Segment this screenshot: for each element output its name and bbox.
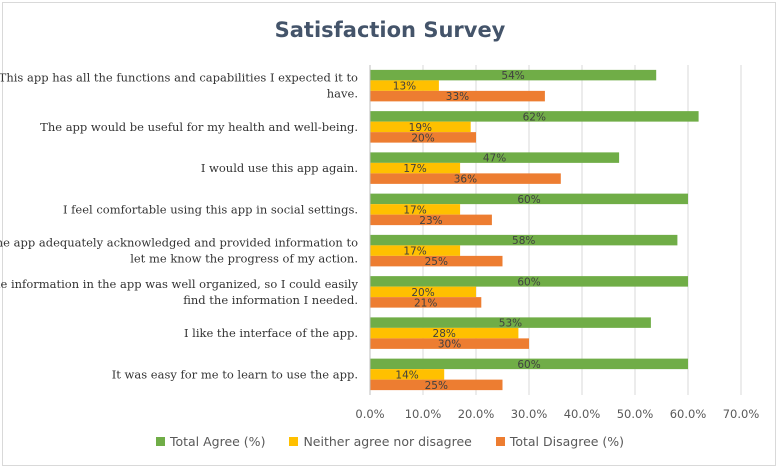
x-tick-label: 60.0% — [670, 407, 707, 421]
bar — [370, 152, 620, 163]
category-label: The app would be useful for my health an… — [40, 120, 358, 134]
data-label: 47% — [483, 153, 506, 165]
data-label: 60% — [517, 276, 540, 288]
bar — [370, 90, 545, 102]
legend-swatch-disagree — [495, 437, 505, 446]
bar — [370, 369, 445, 380]
data-label: 23% — [419, 215, 442, 227]
category-label: I would use this app again. — [201, 161, 358, 175]
data-label: 60% — [517, 194, 540, 206]
legend-swatch-neither — [289, 437, 299, 446]
category-label: The information in the app was well orga… — [0, 277, 358, 307]
category-label: It was easy for me to learn to use the a… — [112, 367, 358, 381]
legend-label-agree: Total Agree (%) — [169, 434, 266, 449]
x-tick-label: 0.0% — [355, 407, 384, 421]
bar — [370, 338, 529, 349]
x-tick-label: 20.0% — [458, 407, 495, 421]
bar — [370, 69, 657, 81]
bar — [370, 379, 503, 391]
data-label: 28% — [433, 328, 456, 340]
category-label-line: have. — [327, 87, 358, 101]
x-tick-label: 30.0% — [511, 407, 548, 421]
category-label-line: The app adequately acknowledged and prov… — [0, 236, 358, 250]
legend-item-neither: Neither agree nor disagree — [289, 434, 472, 449]
category-label-line: The information in the app was well orga… — [0, 277, 358, 291]
legend: Total Agree (%) Neither agree nor disagr… — [0, 434, 780, 449]
bar — [370, 193, 688, 205]
bar — [370, 132, 476, 143]
data-label: 30% — [438, 339, 461, 351]
data-label: 54% — [501, 70, 524, 82]
legend-swatch-agree — [155, 437, 165, 446]
chart-title: Satisfaction Survey — [274, 18, 506, 42]
bar — [370, 245, 461, 256]
data-label: 53% — [499, 318, 522, 330]
bar — [370, 317, 651, 328]
bar — [370, 276, 688, 287]
bar — [370, 80, 439, 91]
data-label: 21% — [414, 297, 437, 309]
legend-label-disagree: Total Disagree (%) — [509, 434, 625, 449]
bar — [370, 286, 476, 298]
data-label: 36% — [454, 174, 477, 186]
data-label: 62% — [523, 111, 546, 123]
x-tick-label: 50.0% — [617, 407, 654, 421]
category-label-line: This app has all the functions and capab… — [0, 71, 358, 85]
bar — [370, 121, 471, 133]
legend-item-disagree: Total Disagree (%) — [495, 434, 625, 449]
bar — [370, 173, 561, 184]
bar — [370, 204, 461, 215]
category-label-line: The app would be useful for my health an… — [40, 120, 358, 134]
data-label: 14% — [395, 369, 418, 381]
category-label-line: I feel comfortable using this app in soc… — [63, 202, 358, 216]
x-tick-label: 10.0% — [405, 407, 442, 421]
data-label: 13% — [393, 81, 416, 93]
x-tick-label: 40.0% — [564, 407, 601, 421]
data-label: 20% — [411, 132, 434, 144]
category-label-line: It was easy for me to learn to use the a… — [112, 367, 358, 381]
data-label: 17% — [403, 204, 426, 216]
data-label: 33% — [446, 91, 469, 103]
data-label: 25% — [425, 380, 448, 392]
category-label-line: find the information I needed. — [183, 293, 358, 307]
legend-label-neither: Neither agree nor disagree — [303, 434, 472, 449]
bar — [370, 214, 492, 226]
bar — [370, 111, 699, 122]
category-label-line: I would use this app again. — [201, 161, 358, 175]
data-label: 19% — [409, 122, 432, 134]
data-label: 17% — [403, 163, 426, 175]
bar — [370, 162, 461, 174]
bar — [370, 255, 503, 267]
x-tick-label: 70.0% — [723, 407, 760, 421]
category-label-line: let me know the progress of my action. — [130, 252, 358, 266]
category-label-line: I like the interface of the app. — [184, 326, 358, 340]
category-label: This app has all the functions and capab… — [0, 71, 358, 101]
data-label: 60% — [517, 359, 540, 371]
category-label: I like the interface of the app. — [184, 326, 358, 340]
legend-item-agree: Total Agree (%) — [155, 434, 266, 449]
data-label: 17% — [403, 246, 426, 258]
data-label: 25% — [425, 256, 448, 268]
bar — [370, 358, 688, 370]
bar — [370, 234, 678, 246]
category-label: I feel comfortable using this app in soc… — [63, 202, 358, 216]
category-label: The app adequately acknowledged and prov… — [0, 236, 358, 266]
data-label: 58% — [512, 235, 535, 247]
bar — [370, 297, 482, 308]
data-label: 20% — [411, 287, 434, 299]
bar — [370, 327, 519, 339]
